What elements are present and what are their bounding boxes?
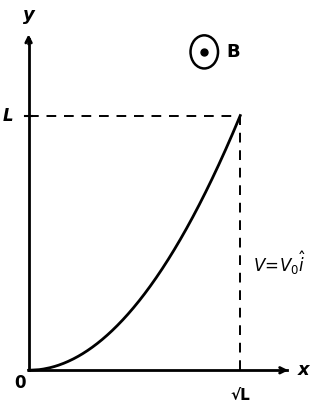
Text: 0: 0: [14, 374, 26, 392]
Text: $V\!=\!V_0\hat{i}$: $V\!=\!V_0\hat{i}$: [253, 249, 306, 277]
Text: y: y: [23, 6, 34, 24]
Text: B: B: [226, 43, 240, 61]
Text: x: x: [297, 361, 309, 379]
Text: L: L: [3, 107, 14, 125]
Text: √L: √L: [230, 388, 250, 403]
